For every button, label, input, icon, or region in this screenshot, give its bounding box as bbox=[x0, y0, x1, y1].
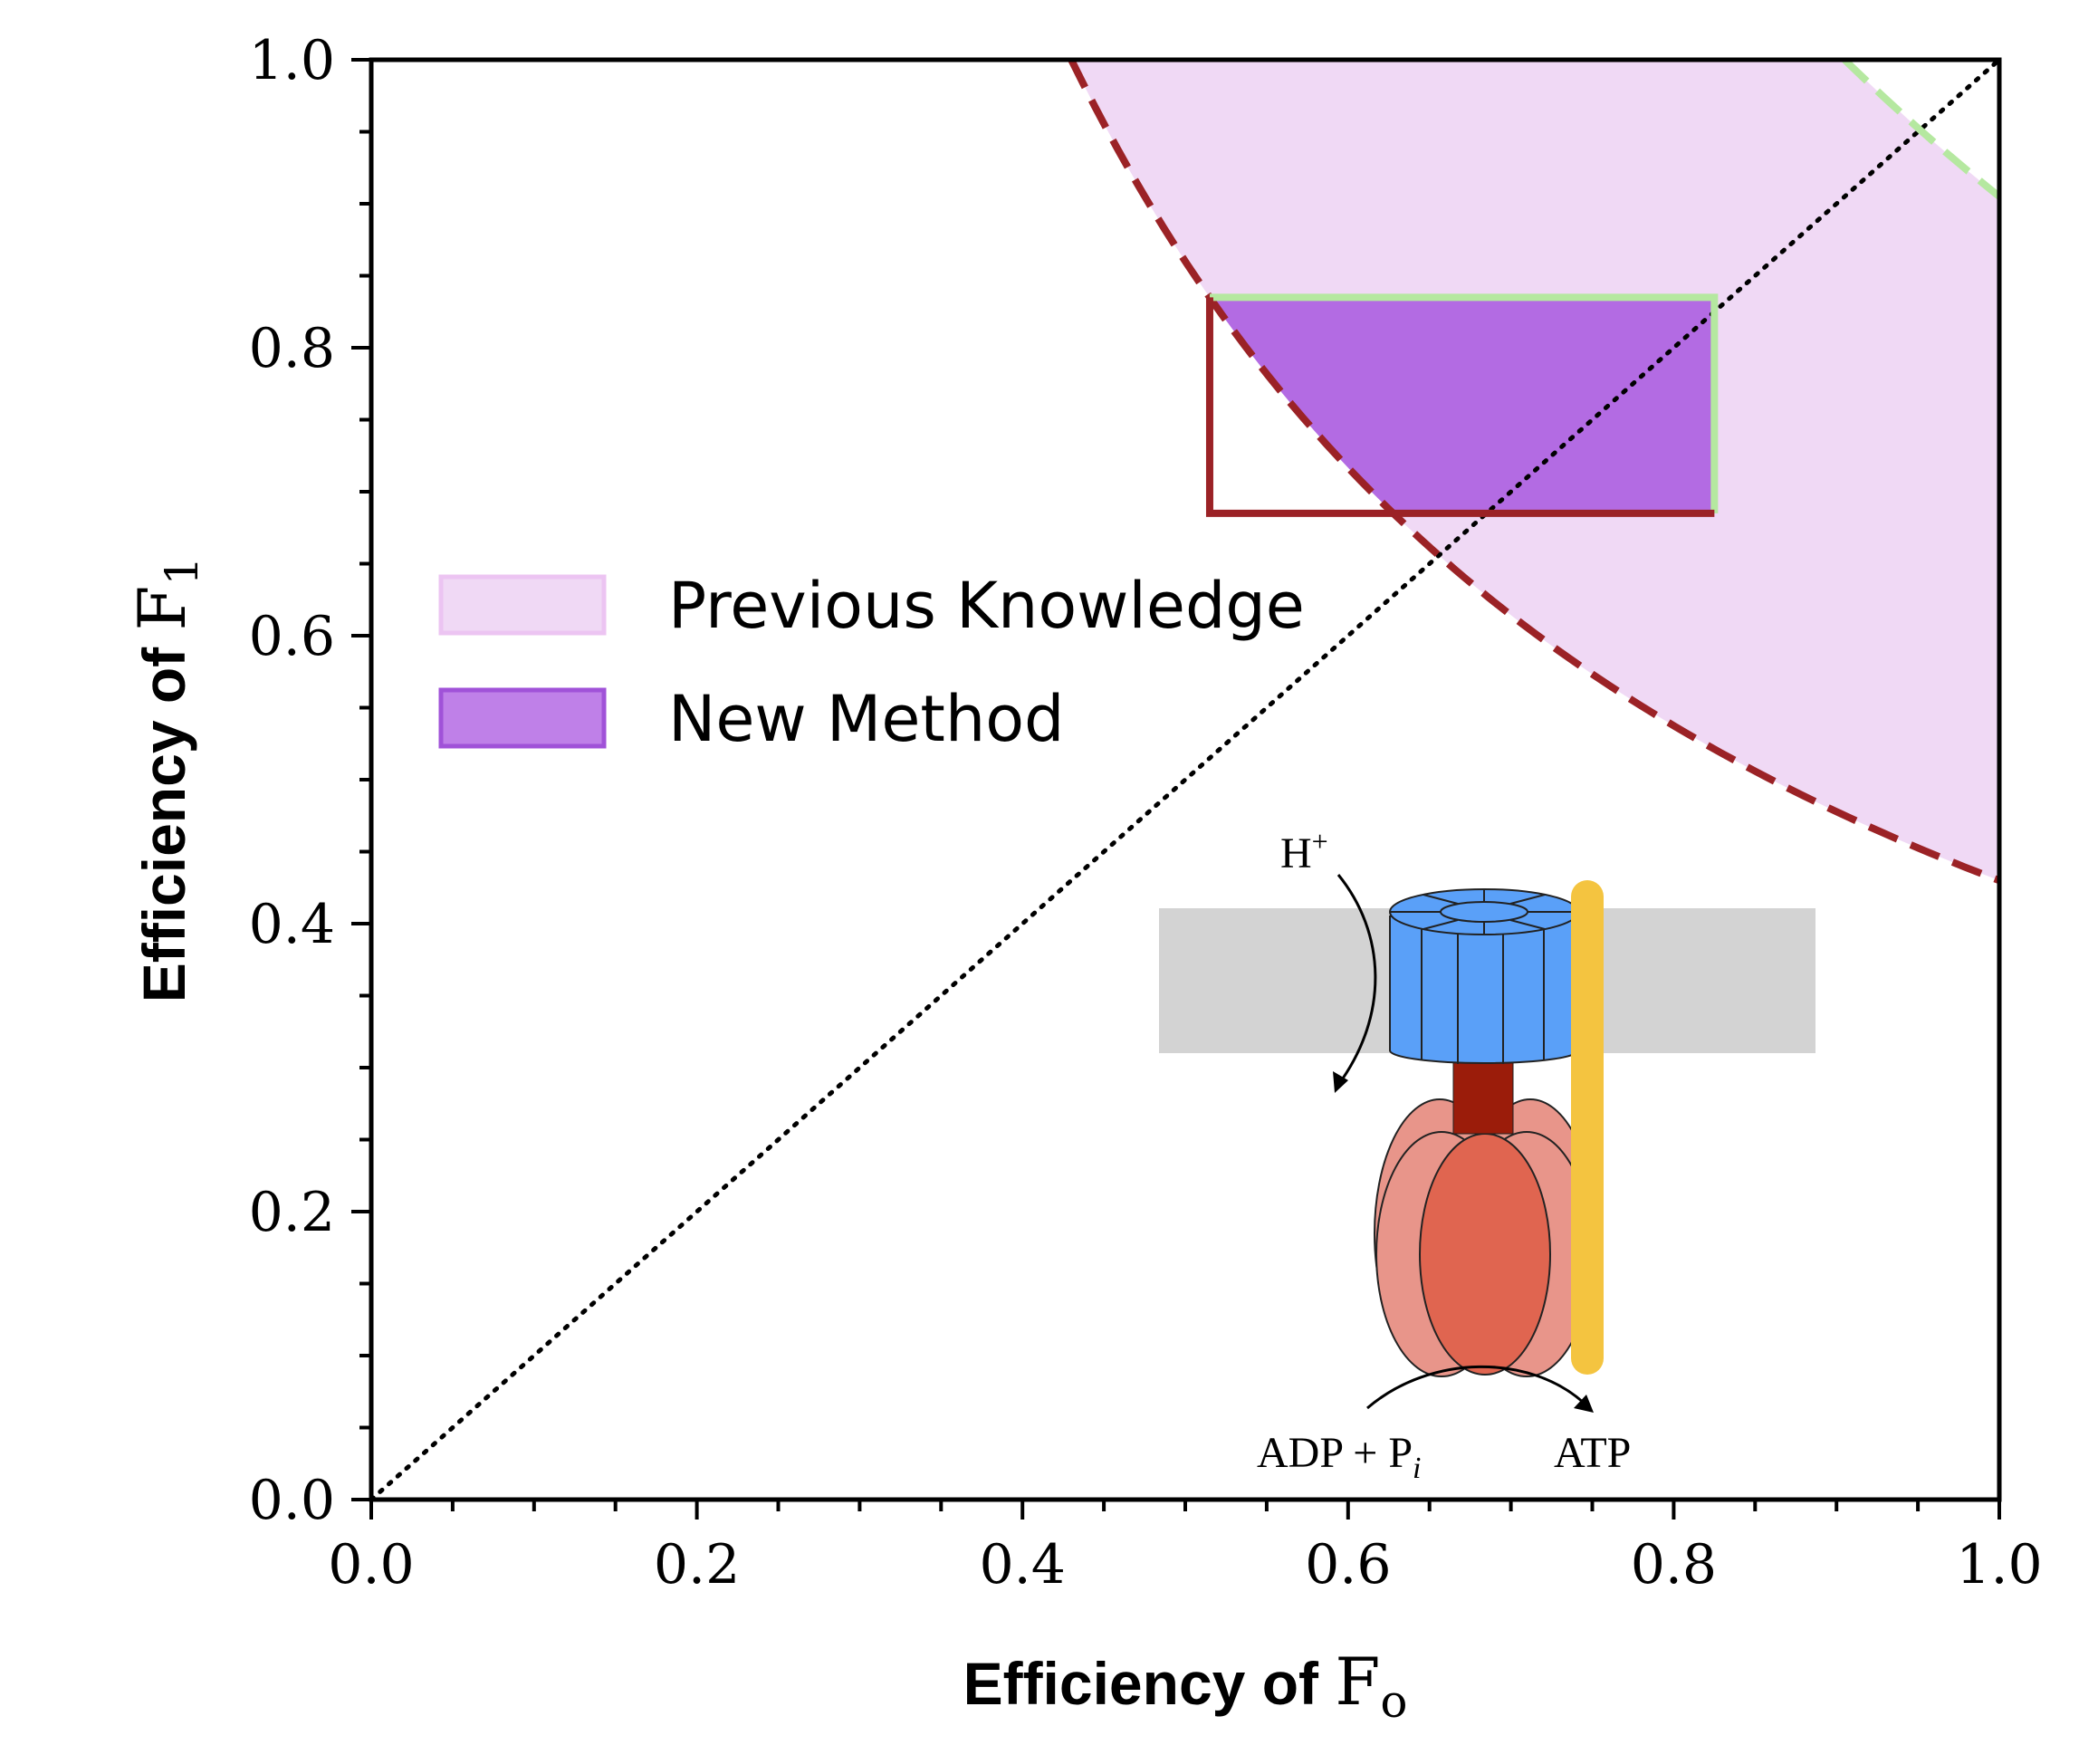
x-tick-label: 1.0 bbox=[1956, 1533, 2042, 1596]
proton-arrow-head bbox=[1333, 1071, 1348, 1093]
synthesis-arrow bbox=[1366, 1365, 1586, 1410]
atp-synthase-illustration: H+ ADP + Pi ATP bbox=[1159, 825, 1815, 1485]
x-tick-label: 0.2 bbox=[654, 1533, 740, 1596]
x-axis-ticks: 0.0 0.2 0.4 0.6 0.8 1.0 bbox=[328, 1500, 2043, 1596]
adp-label: ADP + Pi bbox=[1257, 1429, 1421, 1485]
plot-area bbox=[371, 60, 1999, 1500]
legend-swatch-previous-knowledge bbox=[438, 574, 607, 636]
new-method-area bbox=[1209, 297, 1715, 513]
x-tick-label: 0.6 bbox=[1305, 1533, 1391, 1596]
legend-label-previous-knowledge: Previous Knowledge bbox=[668, 569, 1305, 643]
x-tick-label: 0.8 bbox=[1631, 1533, 1717, 1596]
new-method-box-left-bottom bbox=[1205, 297, 1715, 517]
y-tick-label: 1.0 bbox=[249, 29, 335, 92]
y-tick-label: 0.6 bbox=[249, 605, 335, 668]
f1-head-front bbox=[1419, 1133, 1551, 1376]
legend-swatch-new-method bbox=[438, 687, 607, 749]
fo-rotor-top-spokes bbox=[1390, 889, 1578, 935]
y-axis-ticks: 0.0 0.2 0.4 0.6 0.8 1.0 bbox=[249, 29, 371, 1532]
synthesis-arrow-head bbox=[1574, 1395, 1594, 1413]
fo-rotor-segments bbox=[1421, 928, 1545, 1064]
x-tick-label: 0.4 bbox=[979, 1533, 1065, 1596]
new-method-box-top-right bbox=[1209, 293, 1719, 513]
lower-bound-curve bbox=[1068, 60, 1999, 885]
y-axis-label: Efficiency of F1 bbox=[124, 557, 208, 1003]
legend: Previous Knowledge New Method bbox=[438, 569, 1305, 756]
upper-bound-curve bbox=[1842, 60, 1999, 200]
y-tick-label: 0.8 bbox=[249, 317, 335, 380]
y-tick-label: 0.2 bbox=[249, 1181, 335, 1244]
proton-flow-arrow bbox=[1336, 874, 1377, 1086]
atp-label: ATP bbox=[1554, 1429, 1631, 1477]
y-tick-label: 0.4 bbox=[249, 893, 335, 956]
fo-rotor-body bbox=[1389, 916, 1579, 1064]
central-stalk bbox=[1452, 1059, 1514, 1135]
legend-label-new-method: New Method bbox=[668, 682, 1064, 756]
diagonal-reference-line bbox=[371, 60, 1999, 1500]
x-axis-label: Efficiency of Fo bbox=[963, 1644, 1408, 1728]
y-tick-label: 0.0 bbox=[249, 1469, 335, 1532]
x-tick-label: 0.0 bbox=[328, 1533, 414, 1596]
proton-label: H+ bbox=[1280, 825, 1328, 877]
